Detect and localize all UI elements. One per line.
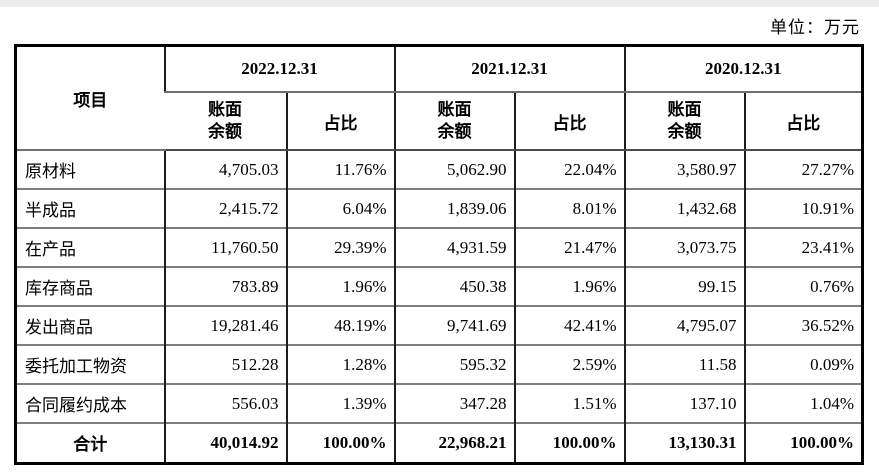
row-label: 合同履约成本 xyxy=(15,383,165,423)
cell-total-ratio: 100.00% xyxy=(513,422,625,463)
cell-balance: 4,795.07 xyxy=(623,305,745,345)
inventory-composition-table: 项目 2022.12.31 2021.12.31 2020.12.31 账面 余… xyxy=(14,44,864,465)
cell-balance: 595.32 xyxy=(393,344,515,384)
header-row-subs: 账面 余额 占比 账面 余额 占比 账面 余额 占比 xyxy=(16,92,863,151)
col-header-period-2020: 2020.12.31 xyxy=(623,45,863,93)
cell-ratio: 1.28% xyxy=(285,344,395,384)
scan-edge-strip xyxy=(0,0,879,7)
cell-balance: 556.03 xyxy=(163,383,287,423)
cell-total-balance: 22,968.21 xyxy=(393,422,515,463)
cell-balance: 11,760.50 xyxy=(163,227,287,267)
table-row: 委托加工物资 512.28 1.28% 595.32 2.59% 11.58 0… xyxy=(15,344,863,384)
cell-ratio: 1.04% xyxy=(743,383,863,423)
cell-ratio: 21.47% xyxy=(513,227,625,267)
cell-ratio: 1.96% xyxy=(513,266,625,306)
cell-balance: 4,931.59 xyxy=(393,227,515,267)
cell-ratio: 1.96% xyxy=(285,266,395,306)
row-label: 半成品 xyxy=(15,188,165,228)
cell-ratio: 0.09% xyxy=(743,344,863,384)
cell-balance: 4,705.03 xyxy=(163,150,287,189)
row-label: 发出商品 xyxy=(15,305,165,345)
col-header-period-2021: 2021.12.31 xyxy=(393,45,625,93)
col-header-period-2022: 2022.12.31 xyxy=(163,45,395,93)
table-row: 原材料 4,705.03 11.76% 5,062.90 22.04% 3,58… xyxy=(16,150,863,189)
col-header-balance: 账面 余额 xyxy=(393,92,515,151)
cell-ratio: 27.27% xyxy=(743,150,863,189)
cell-balance: 450.38 xyxy=(393,266,515,306)
table-row: 在产品 11,760.50 29.39% 4,931.59 21.47% 3,0… xyxy=(15,227,863,267)
row-label: 库存商品 xyxy=(15,266,165,306)
cell-ratio: 23.41% xyxy=(743,227,863,267)
cell-ratio: 36.52% xyxy=(743,305,863,345)
cell-balance: 19,281.46 xyxy=(163,305,287,345)
table-row: 合同履约成本 556.03 1.39% 347.28 1.51% 137.10 … xyxy=(15,383,863,423)
cell-balance: 11.58 xyxy=(623,344,745,384)
cell-balance: 1,839.06 xyxy=(393,188,515,228)
cell-ratio: 42.41% xyxy=(513,305,625,345)
cell-balance: 9,741.69 xyxy=(393,305,515,345)
cell-balance: 2,415.72 xyxy=(163,188,287,228)
header-row-dates: 项目 2022.12.31 2021.12.31 2020.12.31 xyxy=(15,45,863,151)
cell-ratio: 11.76% xyxy=(285,150,395,189)
unit-label: 单位：万元 xyxy=(770,18,860,37)
cell-ratio: 0.76% xyxy=(743,266,863,306)
table-row: 库存商品 783.89 1.96% 450.38 1.96% 99.15 0.7… xyxy=(15,266,863,306)
cell-total-balance: 40,014.92 xyxy=(163,422,287,463)
total-row: 合计 40,014.92 100.00% 22,968.21 100.00% 1… xyxy=(15,422,863,463)
cell-ratio: 1.39% xyxy=(285,383,395,423)
cell-ratio: 10.91% xyxy=(743,188,863,228)
row-label: 在产品 xyxy=(15,227,165,267)
cell-balance: 3,580.97 xyxy=(623,150,745,189)
table-row: 发出商品 19,281.46 48.19% 9,741.69 42.41% 4,… xyxy=(15,305,863,345)
cell-balance: 783.89 xyxy=(163,266,287,306)
cell-balance: 99.15 xyxy=(623,266,745,306)
cell-balance: 5,062.90 xyxy=(393,150,515,189)
table-row: 半成品 2,415.72 6.04% 1,839.06 8.01% 1,432.… xyxy=(15,188,863,228)
col-header-ratio: 占比 xyxy=(513,92,625,151)
cell-balance: 1,432.68 xyxy=(623,188,745,228)
cell-ratio: 8.01% xyxy=(513,188,625,228)
row-label: 委托加工物资 xyxy=(15,344,165,384)
cell-ratio: 48.19% xyxy=(285,305,395,345)
cell-ratio: 6.04% xyxy=(285,188,395,228)
cell-ratio: 22.04% xyxy=(513,150,625,189)
cell-total-ratio: 100.00% xyxy=(743,422,863,463)
cell-ratio: 1.51% xyxy=(513,383,625,423)
total-label: 合计 xyxy=(15,422,165,463)
col-header-ratio: 占比 xyxy=(743,92,863,151)
cell-total-balance: 13,130.31 xyxy=(623,422,745,463)
cell-total-ratio: 100.00% xyxy=(285,422,395,463)
row-label: 原材料 xyxy=(25,162,76,181)
cell-balance: 347.28 xyxy=(393,383,515,423)
cell-ratio: 29.39% xyxy=(285,227,395,267)
col-header-item: 项目 xyxy=(15,45,165,151)
col-header-balance: 账面 余额 xyxy=(623,92,745,151)
col-header-ratio: 占比 xyxy=(285,92,395,151)
cell-balance: 3,073.75 xyxy=(623,227,745,267)
col-header-balance: 账面 余额 xyxy=(164,92,287,151)
cell-balance: 512.28 xyxy=(163,344,287,384)
cell-balance: 137.10 xyxy=(623,383,745,423)
cell-ratio: 2.59% xyxy=(513,344,625,384)
